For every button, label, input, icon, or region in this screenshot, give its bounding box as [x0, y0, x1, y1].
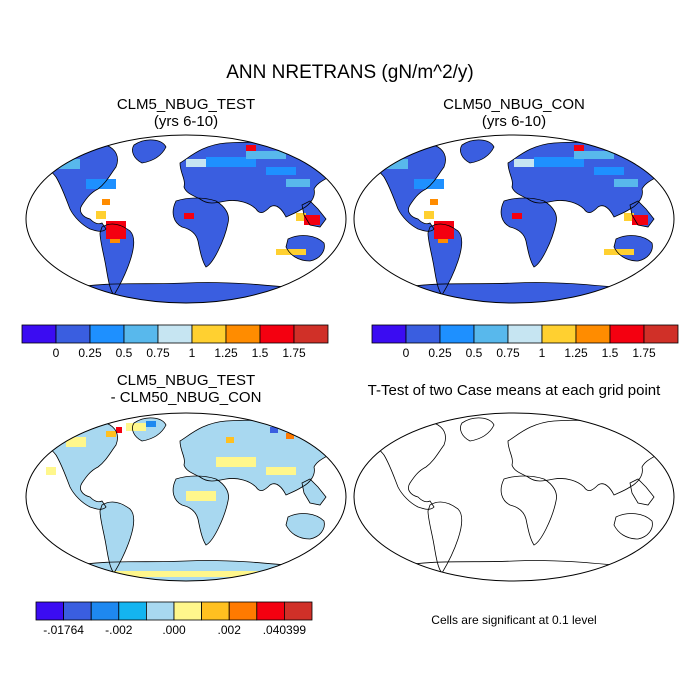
colorbar-swatch [259, 324, 295, 344]
colorbar-tick-label: 0.25 [428, 346, 452, 360]
colorbar-tick-label: 1 [539, 346, 546, 360]
panel-ttest-note: Cells are significant at 0.1 level [431, 613, 597, 627]
colorbar-swatch [405, 324, 441, 344]
map-panel-test [25, 134, 347, 304]
colorbar-difference: -.01764 -.002 .000 .002 .040399 [35, 601, 313, 637]
colorbar-swatch [63, 601, 92, 621]
colorbar-tick-label: .002 [218, 623, 242, 637]
colorbar-tick-label: 0.75 [146, 346, 170, 360]
colorbar-swatch [575, 324, 611, 344]
panel-control-title-case: CLM50_NBUG_CON [443, 96, 585, 113]
colorbar-swatch [201, 601, 230, 621]
colorbar-tick-label: 0 [53, 346, 60, 360]
colorbar-tick-label: 0.25 [78, 346, 102, 360]
colorbar-tick-label: 1.25 [564, 346, 588, 360]
colorbar-swatch [145, 601, 175, 621]
colorbar-swatch [225, 324, 261, 344]
figure-title: ANN NRETRANS (gN/m^2/y) [226, 62, 474, 83]
colorbar-swatch [173, 601, 203, 621]
colorbar-tick-label: -.01764 [43, 623, 84, 637]
colorbar-test: 0 0.25 0.5 0.75 1 1.25 1.5 1.75 [21, 324, 329, 360]
map-panel-difference [25, 412, 347, 582]
panel-control-title: CLM50_NBUG_CON (yrs 6-10) [353, 96, 675, 130]
colorbar-tick-label: 0 [403, 346, 410, 360]
colorbar-swatch [118, 601, 147, 621]
colorbar-swatch [256, 601, 285, 621]
colorbar-swatch [35, 601, 65, 621]
panel-ttest-title: T-Test of two Case means at each grid po… [367, 382, 661, 399]
colorbar-tick-label: 1 [189, 346, 196, 360]
panel-control-title-years: (yrs 6-10) [481, 113, 547, 130]
colorbar-swatch [157, 324, 193, 344]
colorbar-swatch [21, 324, 57, 344]
colorbar-swatch [123, 324, 159, 344]
colorbar-swatch [293, 324, 329, 344]
colorbar-swatch [228, 601, 258, 621]
panel-test-title: CLM5_NBUG_TEST (yrs 6-10) [25, 96, 347, 130]
colorbar-control: 0 0.25 0.5 0.75 1 1.25 1.5 1.75 [371, 324, 679, 360]
panel-difference-title: CLM5_NBUG_TEST - CLM50_NBUG_CON [25, 372, 347, 406]
panel-difference-title-case: CLM5_NBUG_TEST [116, 372, 256, 389]
colorbar-swatch [439, 324, 475, 344]
colorbar-tick-label: .040399 [263, 623, 307, 637]
colorbar-swatch [191, 324, 227, 344]
panel-difference-title-minus: - CLM50_NBUG_CON [110, 389, 262, 406]
colorbar-tick-label: .000 [162, 623, 186, 637]
colorbar-swatch [643, 324, 679, 344]
colorbar-swatch [473, 324, 509, 344]
colorbar-tick-label: 1.75 [282, 346, 306, 360]
colorbar-swatch [541, 324, 577, 344]
colorbar-swatch [609, 324, 645, 344]
map-panel-control [353, 134, 675, 304]
panel-test-title-years: (yrs 6-10) [153, 113, 219, 130]
colorbar-tick-label: 1.5 [602, 346, 619, 360]
colorbar-swatch [371, 324, 407, 344]
map-panel-ttest [353, 412, 675, 582]
colorbar-tick-label: 1.25 [214, 346, 238, 360]
colorbar-tick-label: -.002 [105, 623, 133, 637]
colorbar-swatch [89, 324, 125, 344]
colorbar-swatch [90, 601, 120, 621]
colorbar-swatch [507, 324, 543, 344]
colorbar-tick-label: 1.75 [632, 346, 656, 360]
colorbar-tick-label: 1.5 [252, 346, 269, 360]
colorbar-swatch [55, 324, 91, 344]
colorbar-tick-label: 0.5 [466, 346, 483, 360]
colorbar-swatch [283, 601, 313, 621]
panel-test-title-case: CLM5_NBUG_TEST [116, 96, 256, 113]
colorbar-tick-label: 0.75 [496, 346, 520, 360]
colorbar-tick-label: 0.5 [116, 346, 133, 360]
